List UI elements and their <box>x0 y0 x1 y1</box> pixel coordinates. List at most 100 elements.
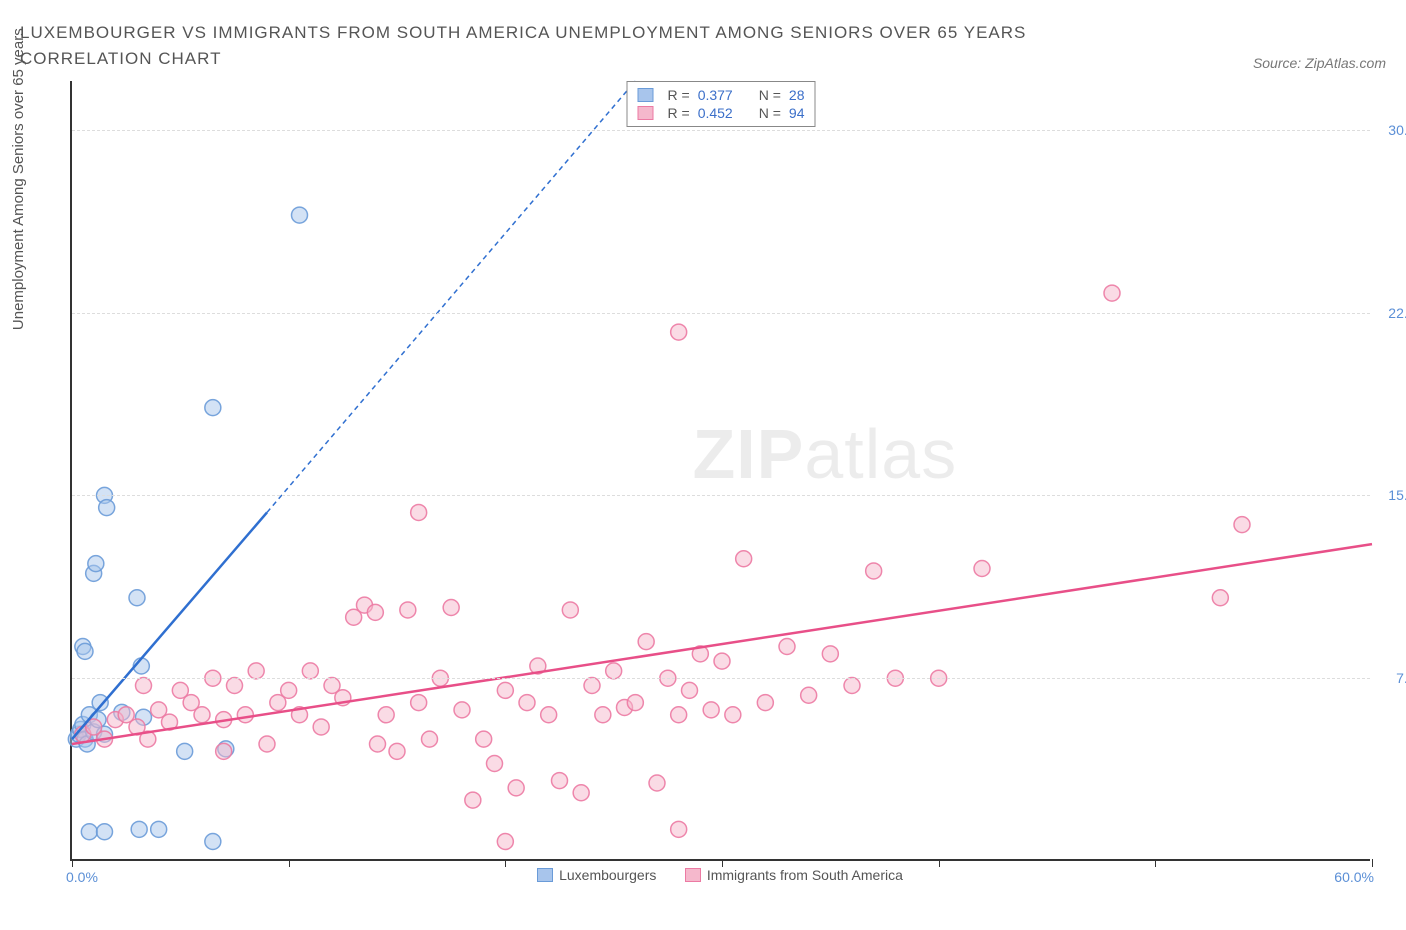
data-point <box>81 824 97 840</box>
data-point <box>99 500 115 516</box>
data-point <box>638 634 654 650</box>
data-point <box>227 678 243 694</box>
plot-area: R = 0.377 N = 28 R = 0.452 N = 94 ZIPatl… <box>70 81 1370 861</box>
data-point <box>411 504 427 520</box>
data-point <box>844 678 860 694</box>
n-label: N = <box>759 105 781 121</box>
swatch-series-a <box>638 88 654 102</box>
data-point <box>497 834 513 850</box>
data-point <box>443 600 459 616</box>
stats-row-series-b: R = 0.452 N = 94 <box>638 104 805 122</box>
y-tick-label: 15.0% <box>1388 487 1406 503</box>
data-point <box>194 707 210 723</box>
data-point <box>822 646 838 662</box>
y-tick-label: 7.5% <box>1396 670 1406 686</box>
data-point <box>487 756 503 772</box>
data-point <box>129 590 145 606</box>
y-tick-label: 22.5% <box>1388 305 1406 321</box>
data-point <box>627 695 643 711</box>
legend-item-a: Luxembourgers <box>537 867 656 883</box>
r-label: R = <box>668 105 690 121</box>
legend-label-b: Immigrants from South America <box>707 867 903 883</box>
n-value-b: 94 <box>789 105 805 121</box>
data-point <box>216 743 232 759</box>
data-point <box>725 707 741 723</box>
data-point <box>508 780 524 796</box>
swatch-series-b <box>638 106 654 120</box>
data-point <box>465 792 481 808</box>
r-value-a: 0.377 <box>698 87 733 103</box>
data-point <box>205 400 221 416</box>
data-point <box>422 731 438 747</box>
data-point <box>97 824 113 840</box>
data-point <box>136 678 152 694</box>
data-point <box>205 834 221 850</box>
data-point <box>519 695 535 711</box>
source-attribution: Source: ZipAtlas.com <box>1253 55 1386 71</box>
legend-swatch-a <box>537 868 553 882</box>
data-point <box>497 682 513 698</box>
data-point <box>370 736 386 752</box>
data-point <box>736 551 752 567</box>
data-point <box>292 207 308 223</box>
data-point <box>389 743 405 759</box>
data-point <box>974 561 990 577</box>
data-point <box>573 785 589 801</box>
data-point <box>801 687 817 703</box>
data-point <box>671 821 687 837</box>
x-tick <box>1372 859 1373 867</box>
data-point <box>541 707 557 723</box>
data-point <box>378 707 394 723</box>
data-point <box>259 736 275 752</box>
data-point <box>595 707 611 723</box>
scatter-svg <box>72 81 1370 859</box>
data-point <box>1104 285 1120 301</box>
x-tick <box>72 859 73 867</box>
data-point <box>313 719 329 735</box>
data-point <box>77 643 93 659</box>
data-point <box>682 682 698 698</box>
gridline <box>72 313 1370 314</box>
data-point <box>88 556 104 572</box>
x-tick <box>939 859 940 867</box>
legend-swatch-b <box>685 868 701 882</box>
data-point <box>866 563 882 579</box>
x-tick <box>722 859 723 867</box>
data-point <box>177 743 193 759</box>
gridline <box>72 130 1370 131</box>
data-point <box>606 663 622 679</box>
data-point <box>552 773 568 789</box>
data-point <box>400 602 416 618</box>
n-value-a: 28 <box>789 87 805 103</box>
r-label: R = <box>668 87 690 103</box>
data-point <box>671 707 687 723</box>
data-point <box>367 604 383 620</box>
legend-item-b: Immigrants from South America <box>685 867 903 883</box>
data-point <box>411 695 427 711</box>
gridline <box>72 495 1370 496</box>
data-point <box>237 707 253 723</box>
data-point <box>151 821 167 837</box>
data-point <box>1234 517 1250 533</box>
y-axis-label: Unemployment Among Seniors over 65 years <box>10 28 27 330</box>
x-tick <box>1155 859 1156 867</box>
data-point <box>757 695 773 711</box>
data-point <box>703 702 719 718</box>
data-point <box>476 731 492 747</box>
correlation-stats-box: R = 0.377 N = 28 R = 0.452 N = 94 <box>627 81 816 127</box>
gridline <box>72 678 1370 679</box>
legend: Luxembourgers Immigrants from South Amer… <box>70 867 1370 887</box>
data-point <box>302 663 318 679</box>
r-value-b: 0.452 <box>698 105 733 121</box>
x-tick <box>289 859 290 867</box>
n-label: N = <box>759 87 781 103</box>
data-point <box>248 663 264 679</box>
x-tick <box>505 859 506 867</box>
data-point <box>714 653 730 669</box>
data-point <box>584 678 600 694</box>
data-point <box>649 775 665 791</box>
data-point <box>281 682 297 698</box>
data-point <box>1212 590 1228 606</box>
data-point <box>454 702 470 718</box>
stats-row-series-a: R = 0.377 N = 28 <box>638 86 805 104</box>
